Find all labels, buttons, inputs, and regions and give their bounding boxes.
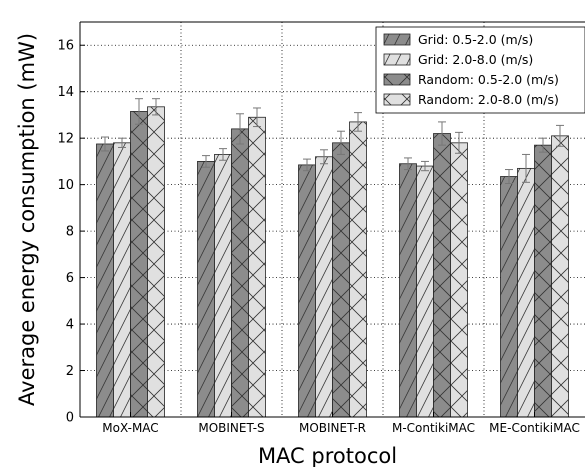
- y-tick-label: 2: [66, 364, 74, 379]
- x-tick-label: MOBINET-S: [198, 421, 264, 435]
- x-tick-label: MOBINET-R: [299, 421, 366, 435]
- bar-pattern: [534, 144, 552, 418]
- y-tick-label: 12: [57, 132, 74, 147]
- bar-pattern: [517, 167, 535, 418]
- legend-label: Grid: 2.0-8.0 (m/s): [418, 52, 533, 67]
- legend-swatch-pattern: [383, 73, 411, 86]
- legend-swatch-pattern: [383, 33, 411, 46]
- bar-pattern: [433, 133, 451, 418]
- bar-pattern: [113, 142, 131, 418]
- bar-pattern: [298, 164, 316, 418]
- bar-pattern: [399, 163, 417, 418]
- bar-pattern: [332, 142, 350, 418]
- y-tick-label: 6: [66, 271, 74, 286]
- legend-label: Grid: 0.5-2.0 (m/s): [418, 32, 533, 47]
- legend: Grid: 0.5-2.0 (m/s) Grid: 2.0-8.0 (m/s) Ra…: [375, 26, 585, 114]
- bar-pattern: [450, 142, 468, 418]
- legend-label: Random: 0.5-2.0 (m/s): [418, 72, 559, 87]
- y-axis-title: Average energy consumption (mW): [15, 33, 39, 406]
- legend-swatch-pattern: [383, 53, 411, 66]
- bar-pattern: [96, 143, 114, 418]
- y-tick-label: 14: [57, 85, 74, 100]
- bar-pattern: [130, 111, 148, 418]
- bar-pattern: [231, 128, 249, 418]
- bar-pattern: [147, 106, 165, 418]
- y-tick-label: 10: [57, 178, 74, 193]
- bar-pattern: [551, 135, 569, 418]
- x-tick-label: ME-ContikiMAC: [489, 421, 580, 435]
- x-tick-label: M-ContikiMAC: [392, 421, 475, 435]
- y-tick-label: 8: [66, 225, 74, 240]
- x-axis-title: MAC protocol: [258, 444, 397, 467]
- x-tick-label: MoX-MAC: [102, 421, 158, 435]
- bar-pattern: [214, 154, 232, 418]
- legend-label: Random: 2.0-8.0 (m/s): [418, 92, 559, 107]
- bar-pattern: [315, 156, 333, 418]
- bar-pattern: [349, 121, 367, 418]
- legend-swatch-pattern: [383, 93, 411, 106]
- y-tick-label: 4: [66, 318, 74, 333]
- bar-pattern: [500, 176, 518, 418]
- bar-pattern: [416, 165, 434, 418]
- legend-box: [375, 26, 585, 114]
- axes: 0 2 4 6 8 10 12 14 16 MoX-MAC MOBINET-S MOBINET-R M-…: [57, 21, 585, 435]
- bars: [96, 98, 569, 418]
- y-tick-label: 16: [57, 39, 74, 54]
- bar-pattern: [248, 116, 266, 418]
- y-tick-label: 0: [66, 411, 74, 426]
- bar-pattern: [197, 161, 215, 418]
